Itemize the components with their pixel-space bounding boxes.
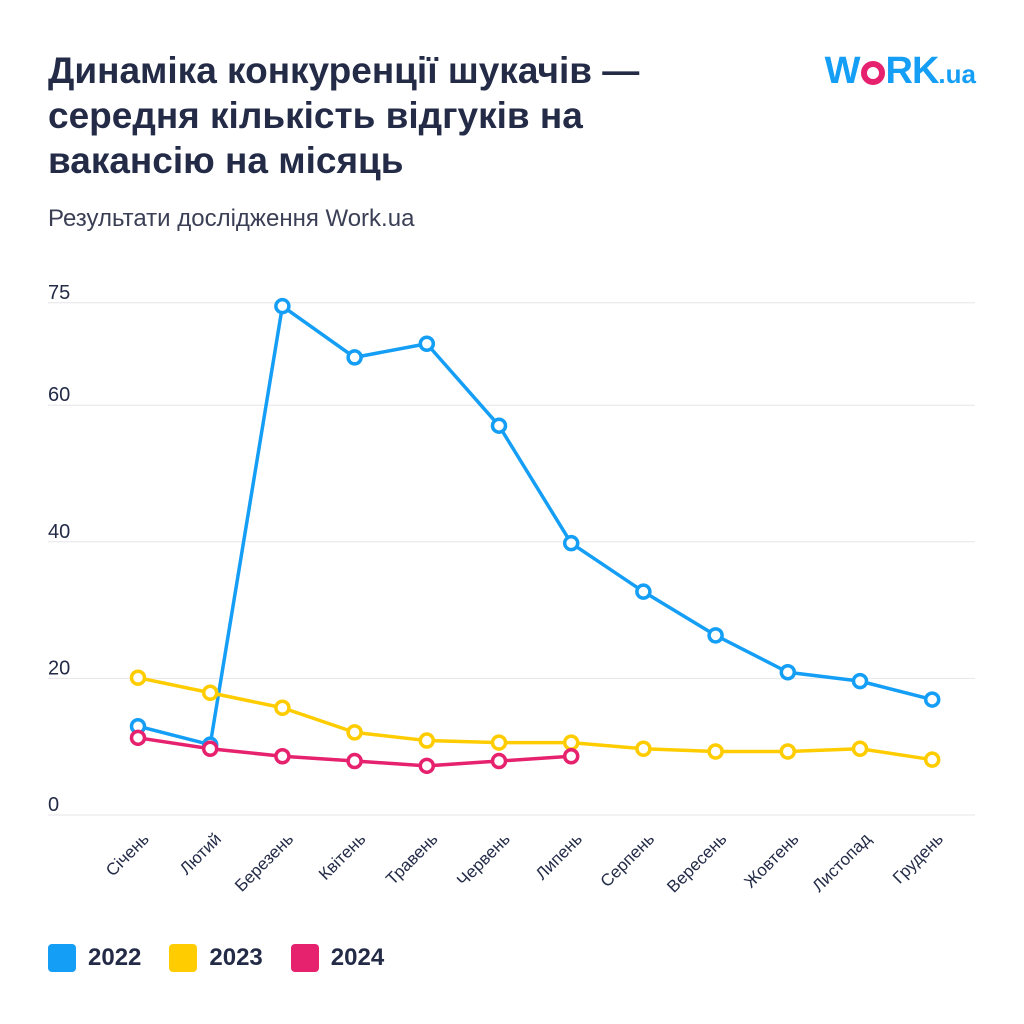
legend-label-2022: 2022 — [88, 944, 142, 971]
data-point-2022 — [707, 627, 724, 644]
data-point-2023 — [346, 724, 363, 741]
legend-swatch-2023 — [169, 944, 198, 972]
data-point-2022 — [779, 664, 797, 681]
x-tick-label: Серпень — [597, 829, 659, 891]
legend-label-2024: 2024 — [330, 944, 385, 971]
data-point-2022 — [562, 534, 580, 552]
data-point-2024 — [418, 757, 436, 775]
data-point-2023 — [490, 734, 508, 751]
series-line-2023 — [136, 675, 934, 762]
x-tick-label: Березень — [231, 829, 297, 895]
data-point-2023 — [851, 740, 869, 757]
y-tick-label: 0 — [48, 794, 59, 816]
data-point-2022 — [851, 672, 869, 690]
x-tick-label: Жовтень — [740, 829, 802, 891]
logo-text-w: W — [824, 50, 861, 92]
data-point-2022 — [346, 349, 363, 366]
logo-o-ring — [860, 61, 885, 85]
y-tick-label: 75 — [48, 282, 70, 304]
x-tick-label: Червень — [453, 829, 514, 890]
y-tick-label: 40 — [48, 521, 70, 543]
data-point-2024 — [346, 752, 363, 770]
x-tick-label: Травень — [382, 829, 441, 888]
data-point-2023 — [779, 743, 797, 760]
legend-swatch-2024 — [290, 944, 319, 972]
data-point-2022 — [923, 691, 941, 708]
data-point-2024 — [129, 729, 147, 747]
legend-item-2023: 2023 — [169, 944, 263, 972]
logo-text-rk: RK — [885, 50, 940, 92]
series-line-2022 — [136, 304, 934, 747]
chart-subtitle: Результати дослідження Work.ua — [48, 205, 415, 232]
y-tick-label: 20 — [48, 657, 70, 679]
x-tick-label: Грудень — [889, 829, 947, 887]
chart-title: Динаміка конкуренції шукачів — середня к… — [48, 50, 640, 181]
x-tick-label: Липень — [532, 829, 586, 883]
data-point-2023 — [635, 740, 652, 757]
legend-item-2022: 2022 — [48, 944, 141, 972]
data-point-2023 — [201, 684, 219, 701]
data-point-2024 — [490, 752, 508, 770]
data-point-2023 — [707, 743, 724, 760]
data-point-2023 — [274, 699, 291, 717]
data-point-2023 — [923, 751, 941, 768]
legend-swatch-2022 — [48, 944, 76, 972]
x-tick-label: Вересень — [663, 829, 730, 896]
legend-item-2024: 2024 — [290, 944, 385, 972]
data-point-2022 — [490, 417, 508, 434]
data-point-2024 — [274, 748, 291, 765]
x-tick-label: Лютий — [176, 829, 225, 878]
data-point-2022 — [274, 297, 291, 315]
chart-legend: 2022 2023 2024 — [48, 944, 384, 972]
work-ua-logo: W RK.ua — [825, 50, 976, 93]
data-point-2023 — [562, 734, 580, 751]
y-tick-label: 60 — [48, 384, 70, 406]
x-tick-label: Квітень — [315, 829, 370, 884]
x-tick-label: Листопад — [809, 829, 875, 895]
data-point-2024 — [201, 740, 219, 757]
data-point-2023 — [418, 732, 436, 749]
data-point-2024 — [562, 748, 580, 765]
data-point-2022 — [418, 335, 436, 352]
data-point-2023 — [129, 669, 147, 686]
x-tick-label: Січень — [102, 829, 153, 880]
logo-text-ua: .ua — [938, 59, 976, 89]
data-point-2022 — [635, 583, 652, 600]
legend-label-2023: 2023 — [209, 944, 263, 971]
